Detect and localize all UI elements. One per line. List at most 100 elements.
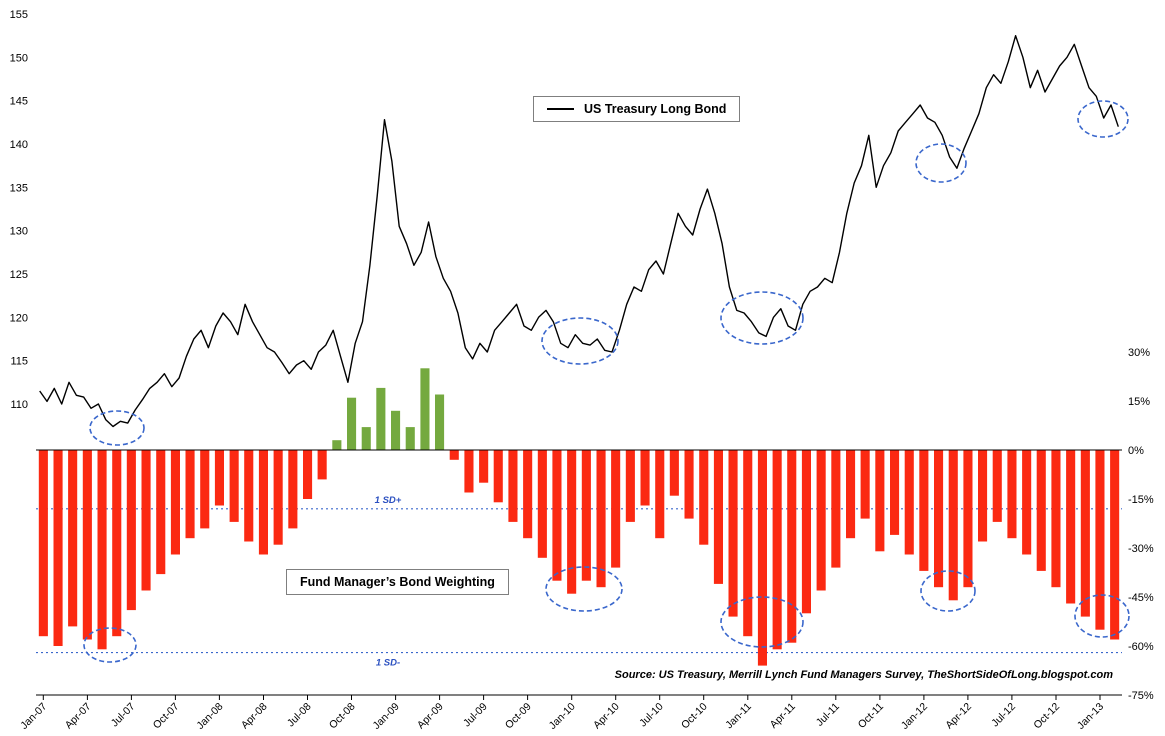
right-axis-tick-label: -15% xyxy=(1128,494,1154,506)
right-axis-tick-label: -45% xyxy=(1128,592,1154,604)
weighting-bar xyxy=(53,450,63,646)
weighting-bar xyxy=(449,450,459,460)
legend: US Treasury Long Bond xyxy=(533,96,741,122)
left-axis-tick-label: 125 xyxy=(10,269,28,281)
weighting-bar xyxy=(801,450,811,614)
weighting-bar xyxy=(288,450,298,529)
x-axis-tick-label: Apr-09 xyxy=(415,701,446,732)
weighting-bar xyxy=(112,450,122,637)
weighting-bar xyxy=(258,450,268,555)
weighting-bar xyxy=(831,450,841,568)
weighting-bar xyxy=(97,450,107,650)
weighting-bar xyxy=(1066,450,1076,604)
weighting-bar xyxy=(1007,450,1017,539)
left-axis-tick-label: 115 xyxy=(10,356,28,368)
weighting-bar xyxy=(214,450,224,506)
highlight-ellipse xyxy=(545,566,623,612)
legend-label: US Treasury Long Bond xyxy=(584,102,727,116)
right-axis-tick-label: 0% xyxy=(1128,445,1144,457)
weighting-bar xyxy=(68,450,78,627)
source-note: Source: US Treasury, Merrill Lynch Fund … xyxy=(614,669,1113,681)
weighting-bar xyxy=(772,450,782,650)
left-axis-tick-label: 140 xyxy=(10,139,28,151)
x-axis-tick-label: Jul-09 xyxy=(461,701,490,730)
weighting-bar xyxy=(963,450,973,588)
weighting-bar xyxy=(420,368,430,450)
weighting-bar xyxy=(126,450,136,611)
weighting-bar xyxy=(244,450,254,542)
weighting-bar xyxy=(919,450,929,571)
x-axis-tick-label: Jan-07 xyxy=(18,701,49,732)
highlight-ellipse xyxy=(89,410,145,446)
x-axis-tick-label: Apr-12 xyxy=(943,701,974,732)
weighting-bar xyxy=(1051,450,1061,588)
weighting-bar xyxy=(860,450,870,519)
weighting-bar xyxy=(1080,450,1090,617)
weighting-bar xyxy=(904,450,914,555)
x-axis-tick-label: Jul-08 xyxy=(285,701,314,730)
weighting-bar xyxy=(787,450,797,643)
right-axis-tick-label: -75% xyxy=(1128,690,1154,702)
highlight-ellipse xyxy=(720,291,804,345)
weighting-bar xyxy=(1110,450,1120,640)
weighting-bar xyxy=(493,450,503,503)
x-axis-tick-label: Apr-10 xyxy=(591,701,622,732)
x-axis-tick-label: Jul-12 xyxy=(989,701,1018,730)
highlight-ellipse xyxy=(920,570,976,612)
x-axis-tick-label: Jan-13 xyxy=(1075,701,1106,732)
x-axis-tick-label: Jul-11 xyxy=(814,701,842,729)
right-axis-tick-label: 15% xyxy=(1128,396,1150,408)
left-axis-tick-label: 155 xyxy=(10,9,28,21)
x-axis-tick-label: Jan-08 xyxy=(194,701,225,732)
weighting-bar xyxy=(170,450,180,555)
weighting-bar xyxy=(596,450,606,588)
weighting-bar xyxy=(684,450,694,519)
weighting-bar xyxy=(156,450,166,575)
weighting-bar xyxy=(347,397,357,450)
x-axis-tick-label: Oct-07 xyxy=(151,701,182,732)
weighting-bar xyxy=(567,450,577,594)
x-axis-tick-label: Oct-10 xyxy=(679,701,710,732)
weighting-bar xyxy=(508,450,518,522)
weighting-bar xyxy=(699,450,709,545)
highlight-ellipse xyxy=(1074,594,1130,638)
line-series-swatch xyxy=(547,108,574,110)
left-axis-tick-label: 150 xyxy=(10,52,28,64)
weighting-bar xyxy=(713,450,723,584)
weighting-bar xyxy=(552,450,562,581)
weighting-bar xyxy=(82,450,92,640)
weighting-bar xyxy=(890,450,900,535)
weighting-bar xyxy=(405,427,415,450)
weighting-bar xyxy=(303,450,313,499)
highlight-ellipse xyxy=(915,143,967,183)
weighting-bar xyxy=(523,450,533,539)
weighting-bar xyxy=(1036,450,1046,571)
weighting-bar xyxy=(934,450,944,588)
sd-line-label: 1 SD+ xyxy=(375,495,402,506)
weighting-bar xyxy=(1022,450,1032,555)
weighting-bar xyxy=(185,450,195,539)
x-axis-tick-label: Jan-11 xyxy=(723,701,754,732)
x-axis-tick-label: Jan-09 xyxy=(371,701,402,732)
weighting-bar xyxy=(655,450,665,539)
price-line xyxy=(39,35,1119,428)
weighting-bar xyxy=(728,450,738,617)
left-axis-tick-label: 145 xyxy=(10,96,28,108)
weighting-bar xyxy=(875,450,885,552)
x-axis-tick-label: Jul-10 xyxy=(637,701,666,730)
x-axis-tick-label: Oct-12 xyxy=(1031,701,1062,732)
x-axis-tick-label: Apr-08 xyxy=(239,701,270,732)
highlight-ellipse xyxy=(1077,100,1129,138)
highlight-ellipse xyxy=(720,596,804,648)
weighting-bar xyxy=(992,450,1002,522)
weighting-bar xyxy=(273,450,283,545)
highlight-ellipse xyxy=(541,317,619,365)
right-axis-tick-label: -30% xyxy=(1128,543,1154,555)
weighting-bar xyxy=(141,450,151,591)
x-axis-tick-label: Oct-11 xyxy=(856,701,886,731)
bar-series-label: Fund Manager’s Bond Weighting xyxy=(286,569,509,595)
weighting-bar xyxy=(640,450,650,506)
weighting-bar xyxy=(376,387,386,450)
x-axis-tick-label: Oct-08 xyxy=(327,701,358,732)
